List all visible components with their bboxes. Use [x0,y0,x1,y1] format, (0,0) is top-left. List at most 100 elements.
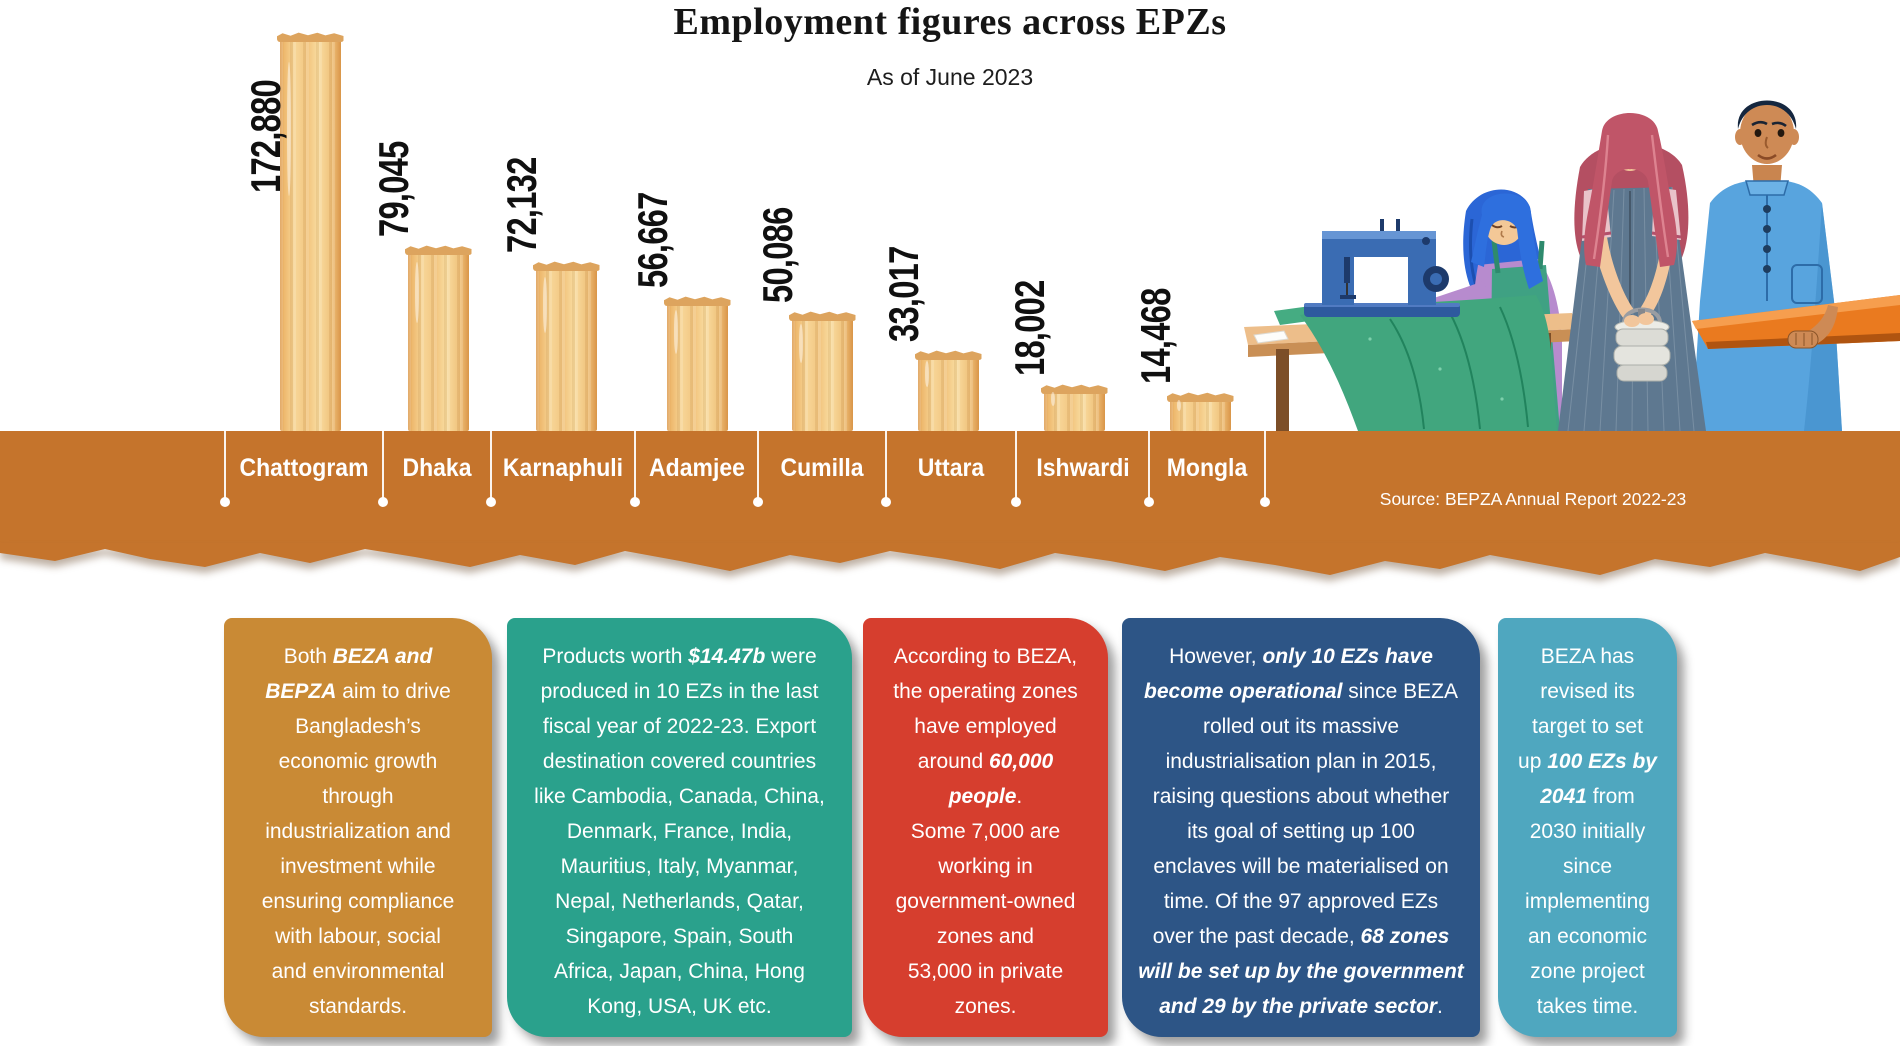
zone-divider-line [1015,431,1017,501]
card-text-line: Nepal, Netherlands, Qatar, [555,890,804,913]
card-text-line: raising questions about whether [1152,785,1450,808]
card-revised-target: BEZA has revised its target to set up 100 E… [1498,618,1677,1037]
card-text-line: with labour, social [275,925,441,948]
card-text-line: produced in 10 EZs in the last [540,680,819,703]
card-text-line: Singapore, Spain, South [565,925,794,948]
value-label-karnaphuli: 72,132 [498,157,545,253]
value-label-chattogram: 172,880 [242,80,289,193]
card-text-line: industrialization and [265,820,451,843]
zone-divider-dot [630,497,640,507]
card-text-line: through [322,785,394,808]
zone-label-adamjee: Adamjee [649,454,745,482]
card-text-line: 53,000 in private [907,960,1064,983]
card-text-line: standards. [308,995,408,1018]
card-text-line: rolled out its massive [1202,715,1400,738]
card-text-line: BEZA has [1540,645,1635,668]
zone-label-dhaka: Dhaka [402,454,472,482]
category-band [0,431,1900,545]
card-text-line: industrialisation plan in 2015, [1165,750,1437,773]
value-label-adamjee: 56,667 [629,192,676,288]
card-text-line: will be set up by the government [1138,960,1464,983]
zone-label-chattogram: Chattogram [239,454,369,482]
card-text-line: zones. [954,995,1017,1018]
card-beza-employment: According to BEZA, the operating zones hav… [863,618,1108,1037]
card-operational-ezs: However, only 10 EZs have become operatio… [1122,618,1480,1037]
bar-mongla [1169,398,1231,431]
zone-divider-line [1148,431,1150,501]
card-text-line: time. Of the 97 approved EZs [1163,890,1439,913]
card-text-line: BEPZA aim to drive [265,680,451,703]
card-text-line: up 100 EZs by [1518,750,1657,773]
page-subtitle: As of June 2023 [866,64,1034,90]
card-text-line: enclaves will be materialised on [1153,855,1449,878]
zone-label-ishwardi: Ishwardi [1036,454,1130,482]
torn-paper-edge [0,543,1900,575]
card-text-line: since [1562,855,1613,878]
card-text-line: and environmental [271,960,445,983]
card-text-line: zones and [937,925,1034,948]
card-text-line: have employed [914,715,1057,738]
value-label-uttara: 33,017 [880,246,927,342]
card-text-line: destination covered countries [542,750,817,773]
card-text-line: According to BEZA, [893,645,1078,668]
card-text-line: people. [948,785,1023,808]
value-label-mongla: 14,468 [1132,288,1179,384]
card-beza-bepza-goal: Both BEZA and BEPZA aim to drive Banglades… [224,618,492,1037]
bar-cumilla [791,317,853,431]
card-text-line: Some 7,000 are [910,820,1061,843]
zone-label-uttara: Uttara [917,454,985,482]
zone-divider-dot [1144,497,1154,507]
zone-divider-dot [881,497,891,507]
zone-divider-line [885,431,887,501]
zone-label-karnaphuli: Karnaphuli [502,454,624,482]
card-text-line: an economic [1527,925,1648,948]
garment-workers-illustration [1244,100,1900,431]
card-text-line: revised its [1540,680,1635,703]
card-text-line: like Cambodia, Canada, China, [534,785,825,808]
zone-label-cumilla: Cumilla [780,454,864,482]
card-text-line: ensuring compliance [261,890,455,913]
card-text-line: its goal of setting up 100 [1187,820,1415,843]
card-text-line: Africa, Japan, China, Hong [554,960,805,983]
card-text-line: become operational since BEZA [1144,680,1458,703]
card-text-line: over the past decade, 68 zones [1152,925,1450,948]
zone-divider-dot [1260,497,1270,507]
value-label-cumilla: 50,086 [754,207,801,303]
bar-dhaka [407,251,469,431]
bar-adamjee [666,302,728,431]
card-text-line: working in [938,855,1033,878]
zone-divider-dot [1011,497,1021,507]
card-text-line: fiscal year of 2022-23. Export [542,715,817,738]
bar-karnaphuli [535,267,597,431]
zone-divider-line [382,431,384,501]
page-title: Employment figures across EPZs [673,1,1227,43]
card-text-line: zone project [1530,960,1645,983]
value-label-dhaka: 79,045 [370,141,417,237]
card-text-line: Denmark, France, India, [566,820,793,843]
card-text-line: around 60,000 [917,750,1054,773]
card-text-line: economic growth [278,750,438,773]
card-text-line: Kong, USA, UK etc. [587,995,772,1018]
bar-uttara [917,356,979,431]
card-export-products: Products worth $14.47b were produced in 1… [507,618,852,1037]
card-text-line: target to set [1532,715,1643,738]
card-text-line: 2041 from [1540,785,1635,808]
zone-divider-line [490,431,492,501]
zone-label-mongla: Mongla [1166,454,1248,482]
zone-divider-dot [378,497,388,507]
zone-divider-line [224,431,226,501]
card-text-line: and 29 by the private sector. [1159,995,1443,1018]
card-text-line: Bangladesh’s [295,715,421,738]
zone-divider-dot [220,497,230,507]
card-text-line: government-owned [895,890,1076,913]
card-text-line: investment while [280,855,436,878]
card-text-line: Both BEZA and [283,645,433,668]
card-text-line: Products worth $14.47b were [542,645,817,668]
source-note: Source: BEPZA Annual Report 2022-23 [1379,489,1687,509]
zone-divider-dot [486,497,496,507]
card-text-line: However, only 10 EZs have [1169,645,1433,668]
zone-divider-line [1264,431,1266,501]
card-text-line: the operating zones [893,680,1078,703]
zone-divider-line [634,431,636,501]
card-text-line: takes time. [1536,995,1639,1018]
